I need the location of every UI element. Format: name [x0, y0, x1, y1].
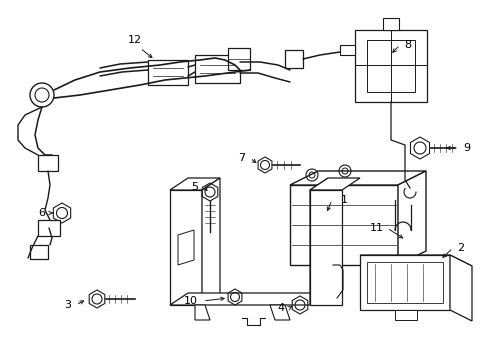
- Polygon shape: [170, 293, 327, 305]
- Bar: [227, 48, 249, 70]
- Text: 5: 5: [191, 182, 198, 192]
- Text: 12: 12: [128, 35, 142, 45]
- Polygon shape: [366, 40, 414, 92]
- Polygon shape: [309, 178, 327, 305]
- Text: 2: 2: [456, 243, 464, 253]
- Text: 7: 7: [238, 153, 245, 163]
- Text: 8: 8: [404, 40, 411, 50]
- Text: 4: 4: [277, 303, 284, 313]
- Polygon shape: [178, 230, 194, 265]
- Polygon shape: [289, 185, 397, 265]
- Polygon shape: [170, 190, 202, 305]
- Polygon shape: [195, 305, 209, 320]
- Bar: [195, 55, 240, 83]
- Polygon shape: [269, 305, 289, 320]
- Polygon shape: [170, 178, 220, 190]
- Bar: [38, 155, 58, 171]
- Polygon shape: [382, 18, 398, 30]
- Polygon shape: [339, 45, 354, 55]
- Text: 11: 11: [369, 223, 383, 233]
- Bar: [38, 220, 60, 236]
- Polygon shape: [359, 255, 471, 266]
- Polygon shape: [309, 190, 341, 305]
- Polygon shape: [449, 255, 471, 321]
- Bar: [394, 310, 416, 320]
- Bar: [30, 245, 48, 259]
- Text: 10: 10: [183, 296, 198, 306]
- Text: 1: 1: [340, 195, 347, 205]
- Polygon shape: [366, 262, 442, 303]
- Bar: [148, 60, 187, 85]
- Text: 6: 6: [39, 208, 45, 218]
- Polygon shape: [354, 30, 426, 102]
- Text: 3: 3: [64, 300, 71, 310]
- Bar: [285, 50, 303, 68]
- Polygon shape: [202, 178, 220, 305]
- Polygon shape: [289, 171, 425, 185]
- Text: 9: 9: [463, 143, 469, 153]
- Polygon shape: [359, 255, 449, 310]
- Polygon shape: [397, 171, 425, 265]
- Polygon shape: [309, 178, 359, 190]
